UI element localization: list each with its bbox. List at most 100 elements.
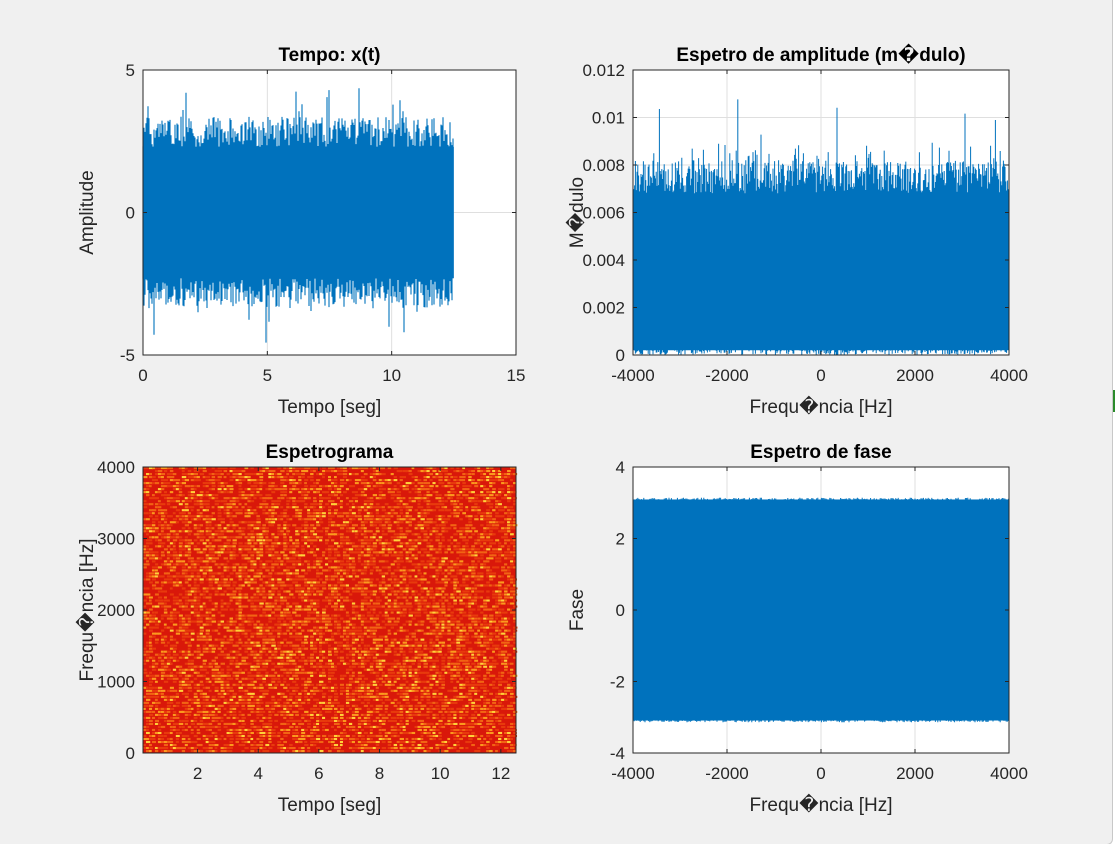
spectrogram-cell [232,707,237,710]
spectrogram-cell [166,653,171,656]
spectrogram-cell [235,671,240,674]
spectrogram-cell [199,620,203,623]
spectrogram-cell [292,524,297,527]
spectrogram-cell [289,650,294,653]
spectrogram-cell [217,482,222,485]
spectrogram-cell [384,749,389,753]
spectrogram-cell [247,695,251,698]
spectrogram-cell [307,617,311,620]
spectrogram-cell [316,593,321,596]
spectrogram-cell [253,641,258,644]
spectrogram-cell [390,473,394,476]
spectrogram-cell [268,578,272,581]
spectrogram-cell [378,665,382,668]
spectrogram-cell [378,479,383,482]
spectrogram-cell [348,665,352,668]
spectrogram-cell [223,698,228,701]
spectrogram-cell [181,467,187,470]
spectrogram-cell [169,485,173,488]
spectrogram-cell [238,479,242,482]
spectrogram-cell [408,509,412,512]
spectrogram-cell [348,674,353,677]
spectrogram-cell [184,509,189,512]
spectrogram-cell [268,566,273,569]
spectrogram-cell [235,596,239,599]
spectrogram-cell [235,701,240,704]
spectrogram-cell [384,617,389,620]
spectrogram-cell [238,686,243,689]
spectrogram-cell [375,674,380,677]
spectrogram-cell [143,737,147,741]
spectrogram-cell [172,650,177,653]
spectrogram-cell [148,524,153,527]
spectrogram-cell [298,575,302,578]
spectrogram-cell [333,722,339,725]
spectrogram-cell [399,551,403,554]
spectrogram-cell [301,608,306,611]
spectrogram-cell [223,725,228,729]
spectrogram-cell [351,524,356,527]
spectrogram-cell [181,686,185,689]
spectrogram-cell [342,728,346,732]
spectrogram-cell [235,740,240,744]
spectrogram-cell [250,692,255,695]
spectrogram-cell [181,749,186,753]
spectrogram-cell [328,653,332,656]
spectrogram-cell [366,620,371,623]
spectrogram-cell [262,539,266,542]
spectrogram-cell [286,656,290,659]
spectrogram-cell [157,590,161,593]
spectrogram-cell [393,677,397,680]
spectrogram-cell [375,515,380,518]
spectrogram-cell [143,632,147,635]
spectrogram-cell [181,527,186,530]
spectrogram-cell [336,593,341,596]
spectrogram-cell [166,677,171,680]
spectrogram-cell [193,479,198,482]
spectrogram-cell [268,731,273,735]
spectrogram-cell [372,710,377,713]
spectrogram-cell [360,638,364,641]
spectrogram-cell [369,746,375,750]
spectrogram-cell [357,632,363,635]
spectrogram-cell [336,491,342,494]
spectrogram-cell [229,572,234,575]
spectrogram-cell [360,740,365,744]
spectrogram-cell [265,584,269,587]
spectrogram-cell [148,596,153,599]
spectrogram-cell [316,512,321,515]
spectrogram-cell [196,500,201,503]
spectrogram-cell [369,662,374,665]
spectrogram-cell [319,620,324,623]
spectrogram-cell [280,470,285,473]
spectrogram-cell [298,596,303,599]
spectrogram-cell [333,716,339,719]
spectrogram-cell [196,644,200,647]
spectrogram-cell [232,506,236,509]
spectrogram-cell [280,584,285,587]
spectrogram-cell [247,686,252,689]
spectrogram-cell [316,569,319,572]
spectrogram-cell [357,629,363,632]
spectrogram-cell [345,725,349,729]
spectrogram-cell [289,584,293,587]
spectrogram-cell [178,563,183,566]
spectrogram-cell [187,527,191,530]
spectrogram-cell [292,611,297,614]
spectrogram-cell [274,512,278,515]
spectrogram-cell [214,686,219,689]
spectrogram-cell [235,479,240,482]
spectrogram-cell [274,653,278,656]
spectrogram-cell [319,494,322,497]
spectrogram-cell [143,518,147,521]
spectrogram-cell [360,719,364,722]
spectrogram-cell [259,605,263,608]
spectrogram-cell [196,674,200,677]
spectrogram-cell [313,659,316,662]
spectrogram-cell [283,554,288,557]
spectrogram-cell [199,494,204,497]
spectrogram-cell [178,614,183,617]
spectrogram-cell [363,494,367,497]
spectrogram-cell [160,725,166,729]
spectrogram-cell [274,704,279,707]
